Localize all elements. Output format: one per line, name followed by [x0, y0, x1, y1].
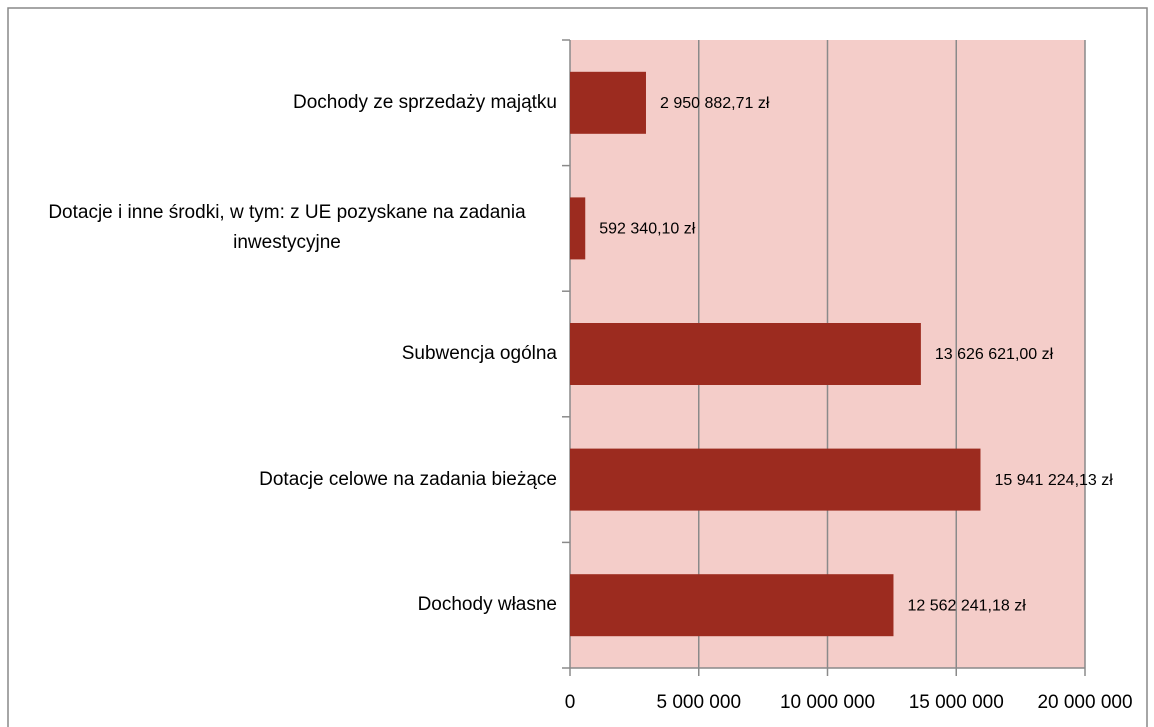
category-label: Subwencja ogólna [401, 343, 557, 364]
bar [570, 448, 981, 511]
x-tick-label: 0 [565, 692, 576, 713]
category-label: Dotacje i inne środki, w tym: z UE pozys… [48, 202, 526, 254]
x-tick-label: 20 000 000 [1037, 692, 1132, 713]
frame [7, 7, 1148, 727]
value-label: 592 340,10 zł [599, 221, 696, 238]
x-tick-label: 10 000 000 [780, 692, 875, 713]
category-label: Dochody własne [417, 594, 557, 616]
value-label: 2 950 882,71 zł [660, 95, 770, 112]
bar [570, 574, 894, 637]
value-label: 12 562 241,18 zł [907, 597, 1026, 614]
value-label: 13 626 621,00 zł [935, 346, 1054, 363]
x-tick-label: 15 000 000 [909, 692, 1004, 713]
bar [570, 197, 586, 260]
value-label: 15 941 224,13 zł [994, 472, 1113, 489]
category-label: Dotacje celowe na zadania bieżące [259, 468, 557, 490]
category-label: Dochody ze sprzedaży majątku [292, 91, 557, 113]
bar [570, 71, 646, 134]
x-tick-label: 5 000 000 [656, 692, 741, 713]
bar [570, 323, 921, 385]
